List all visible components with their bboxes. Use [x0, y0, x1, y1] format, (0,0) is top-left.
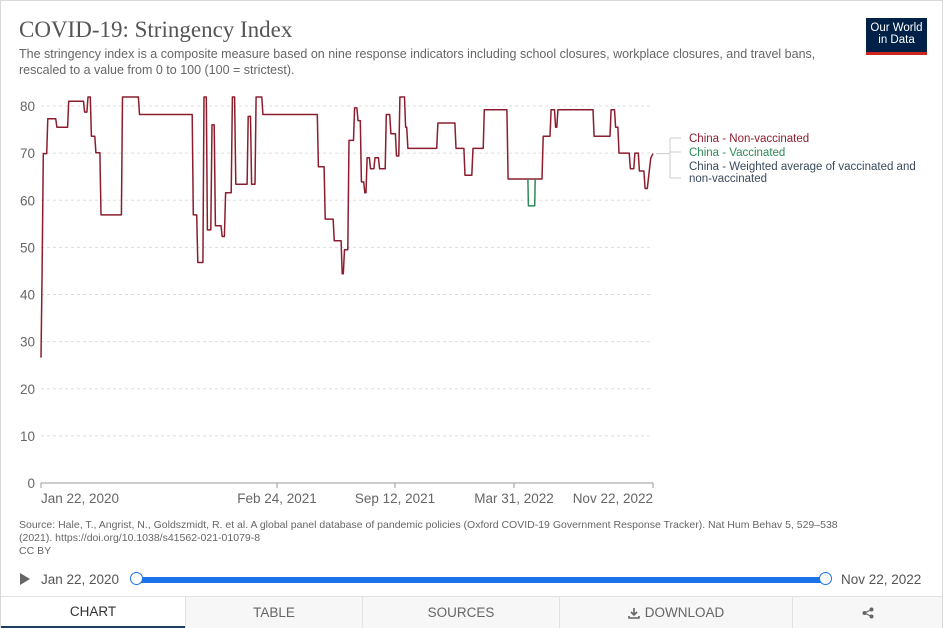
play-icon[interactable] — [20, 573, 30, 585]
y-tick-label: 0 — [27, 476, 35, 491]
timeline-slider[interactable]: Jan 22, 2020 Nov 22, 2022 — [1, 566, 942, 594]
chart-subtitle: The stringency index is a composite meas… — [19, 47, 816, 77]
tab-bar: CHART TABLE SOURCES DOWNLOAD — [1, 596, 942, 628]
y-tick-label: 50 — [20, 240, 35, 255]
x-tick-label: Feb 24, 2021 — [237, 491, 317, 506]
chart-title: COVID-19: Stringency Index — [19, 17, 293, 42]
legend-item-non-vaccinated[interactable]: China - Non-vaccinated — [689, 133, 809, 145]
grid-lines — [41, 105, 653, 484]
tab-download[interactable]: DOWNLOAD — [559, 597, 792, 628]
source-line-1: Source: Hale, T., Angrist, N., Goldszmid… — [19, 519, 838, 531]
timeline-start-handle[interactable] — [130, 572, 143, 585]
x-tick-label: Mar 31, 2022 — [474, 491, 554, 506]
x-axis-ticks: Jan 22, 2020 Feb 24, 2021 Sep 12, 2021 Mar … — [40, 483, 654, 506]
timeline-end-handle[interactable] — [819, 572, 832, 585]
tab-download-label: DOWNLOAD — [644, 605, 725, 620]
logo-line-2: in Data — [878, 34, 915, 46]
tab-share[interactable] — [792, 597, 942, 628]
legend-item-vaccinated[interactable]: China - Vaccinated — [689, 147, 785, 159]
legend-connector — [656, 137, 681, 179]
tab-chart[interactable]: CHART — [1, 597, 185, 628]
tab-sources[interactable]: SOURCES — [362, 597, 559, 628]
y-tick-label: 80 — [20, 99, 35, 114]
owid-logo[interactable]: Our World in Data — [866, 18, 927, 55]
timeline-track[interactable] — [136, 577, 826, 583]
source-line-2[interactable]: (2021). https://doi.org/10.1038/s41562-0… — [19, 532, 261, 544]
line-chart: 0 10 20 30 40 50 60 70 80 Jan 22, 2020 Feb 24, 20… — [20, 96, 916, 506]
download-icon — [627, 607, 640, 619]
x-tick-label: Sep 12, 2021 — [355, 491, 435, 506]
legend[interactable]: China - Non-vaccinated China - Vaccinated… — [656, 133, 916, 185]
series-line-1[interactable] — [527, 178, 536, 207]
license-label[interactable]: CC BY — [19, 545, 52, 557]
logo-line-1: Our World — [870, 22, 923, 34]
y-tick-label: 70 — [20, 146, 35, 161]
tab-table[interactable]: TABLE — [185, 597, 362, 628]
y-tick-label: 10 — [20, 429, 35, 444]
timeline-end-label: Nov 22, 2022 — [841, 572, 922, 587]
series-line-0[interactable] — [40, 96, 654, 358]
y-tick-label: 30 — [20, 335, 35, 350]
y-tick-label: 60 — [20, 193, 35, 208]
y-tick-label: 40 — [20, 288, 35, 303]
timeline-start-label: Jan 22, 2020 — [41, 572, 120, 587]
series-lines[interactable] — [40, 96, 654, 358]
x-tick-label: Nov 22, 2022 — [573, 491, 653, 506]
share-icon — [862, 607, 873, 618]
y-tick-label: 20 — [20, 382, 35, 397]
y-axis-ticks: 0 10 20 30 40 50 60 70 80 — [20, 99, 35, 491]
legend-item-weighted-average-cont[interactable]: non-vaccinated — [689, 173, 767, 185]
legend-item-weighted-average[interactable]: China - Weighted average of vaccinated a… — [689, 161, 916, 173]
source-note: Source: Hale, T., Angrist, N., Goldszmid… — [19, 519, 899, 558]
x-tick-label: Jan 22, 2020 — [41, 491, 119, 506]
